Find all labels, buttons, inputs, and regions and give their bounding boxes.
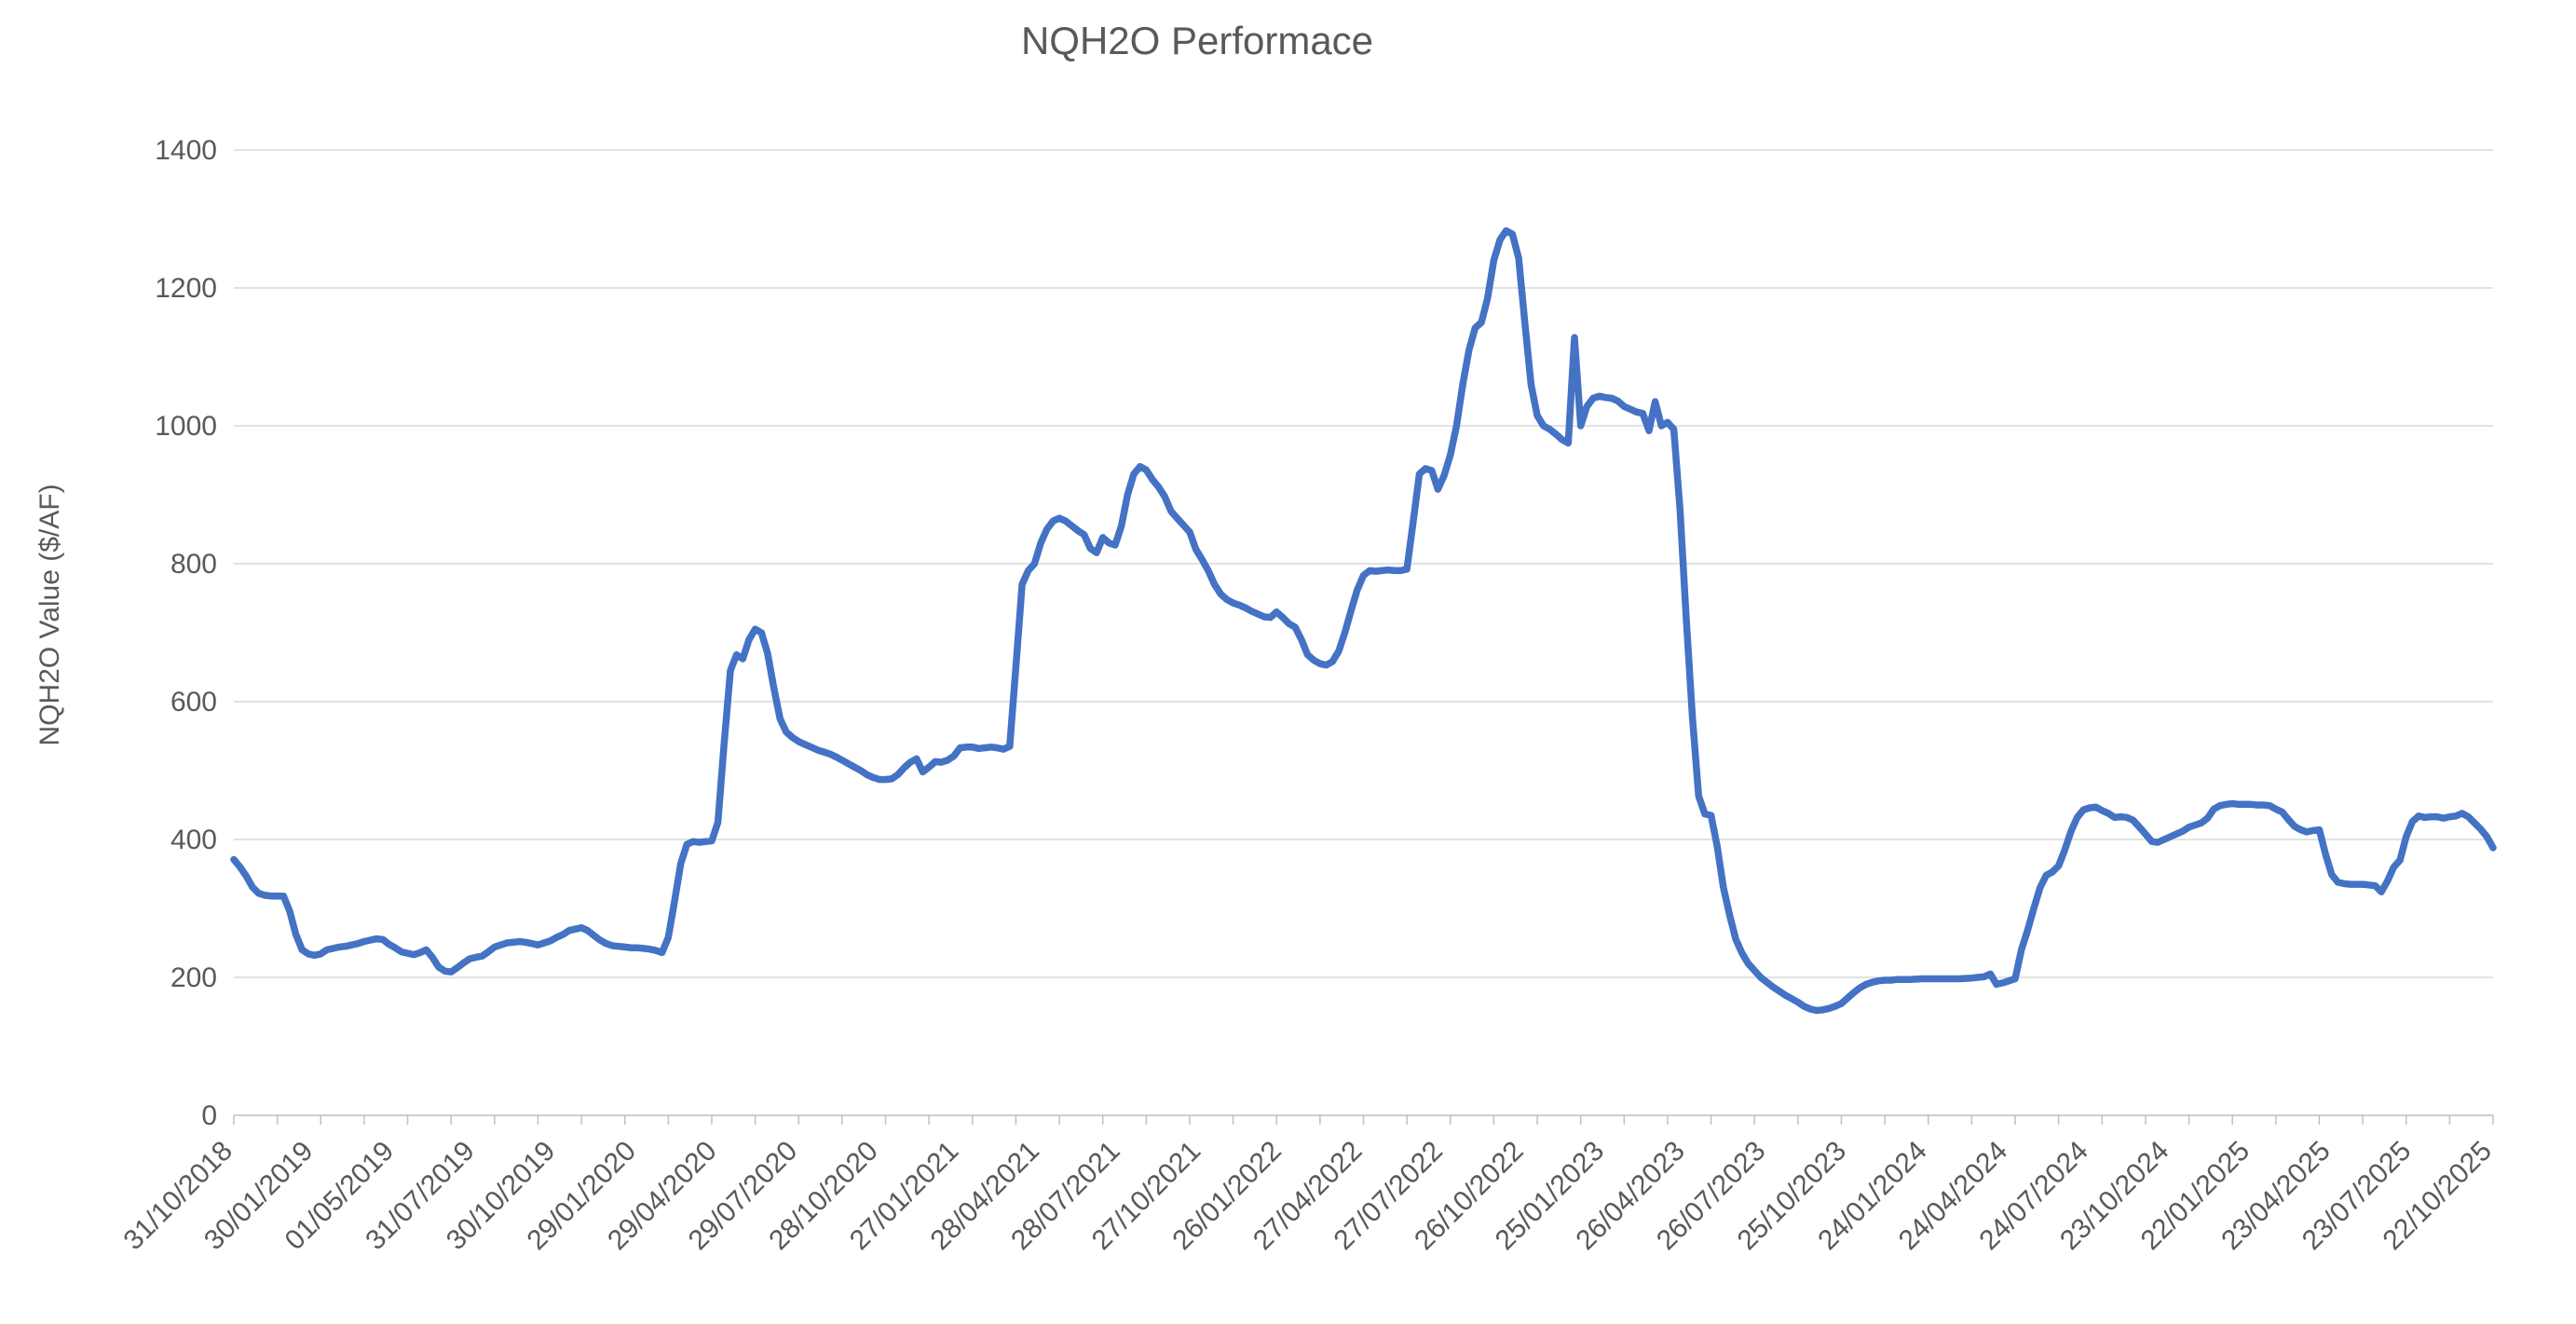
y-tick-label: 600 [170, 687, 217, 717]
y-tick-label: 1200 [155, 273, 217, 304]
series-line-path [230, 226, 2497, 1015]
y-tick-label: 1000 [155, 411, 217, 442]
y-axis-tick-labels: 0 200 400 600 800 1000 1200 1400 [155, 135, 217, 1131]
chart-title: NQH2O Performace [1021, 19, 1373, 62]
x-axis-tick-labels: 31/10/201830/01/201901/05/201931/07/2019… [117, 1136, 2498, 1257]
y-tick-label: 400 [170, 825, 217, 855]
y-tick-label: 200 [170, 962, 217, 993]
series-line [230, 226, 2497, 1015]
y-tick-label: 0 [201, 1100, 217, 1131]
y-tick-label: 800 [170, 549, 217, 580]
y-tick-label: 1400 [155, 135, 217, 166]
y-axis-title: NQH2O Value ($/AF) [34, 484, 65, 745]
gridlines [234, 149, 2493, 978]
x-axis-tick-marks [233, 1115, 2494, 1125]
